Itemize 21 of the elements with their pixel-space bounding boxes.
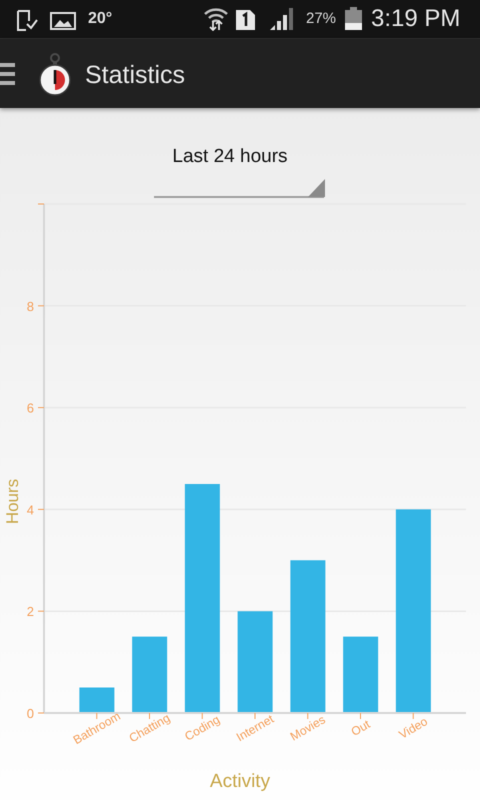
- bar: [343, 636, 378, 713]
- bar: [238, 611, 273, 713]
- bar: [396, 509, 431, 713]
- y-axis-title: Hours: [2, 478, 22, 524]
- y-tick-label: 8: [26, 298, 34, 314]
- chart-title: Statistics: [85, 60, 186, 90]
- text: 27%: [306, 9, 336, 29]
- chart-subtitle: Last 24 hours: [172, 146, 288, 167]
- bar: [132, 636, 168, 713]
- y-tick-label: 4: [26, 502, 34, 517]
- bar: [290, 560, 326, 713]
- x-tick-label: Video: [396, 714, 430, 742]
- y-tick-label: 2: [26, 604, 34, 619]
- x-axis-title: Activity: [210, 770, 271, 792]
- x-tick-label: Out: [348, 716, 373, 739]
- text: 20°: [88, 9, 112, 29]
- text: 3:19 PM: [371, 5, 460, 33]
- y-tick-label: 6: [26, 400, 34, 416]
- bar: [79, 688, 114, 713]
- bar: [184, 484, 220, 713]
- y-tick-label: 0: [26, 706, 34, 720]
